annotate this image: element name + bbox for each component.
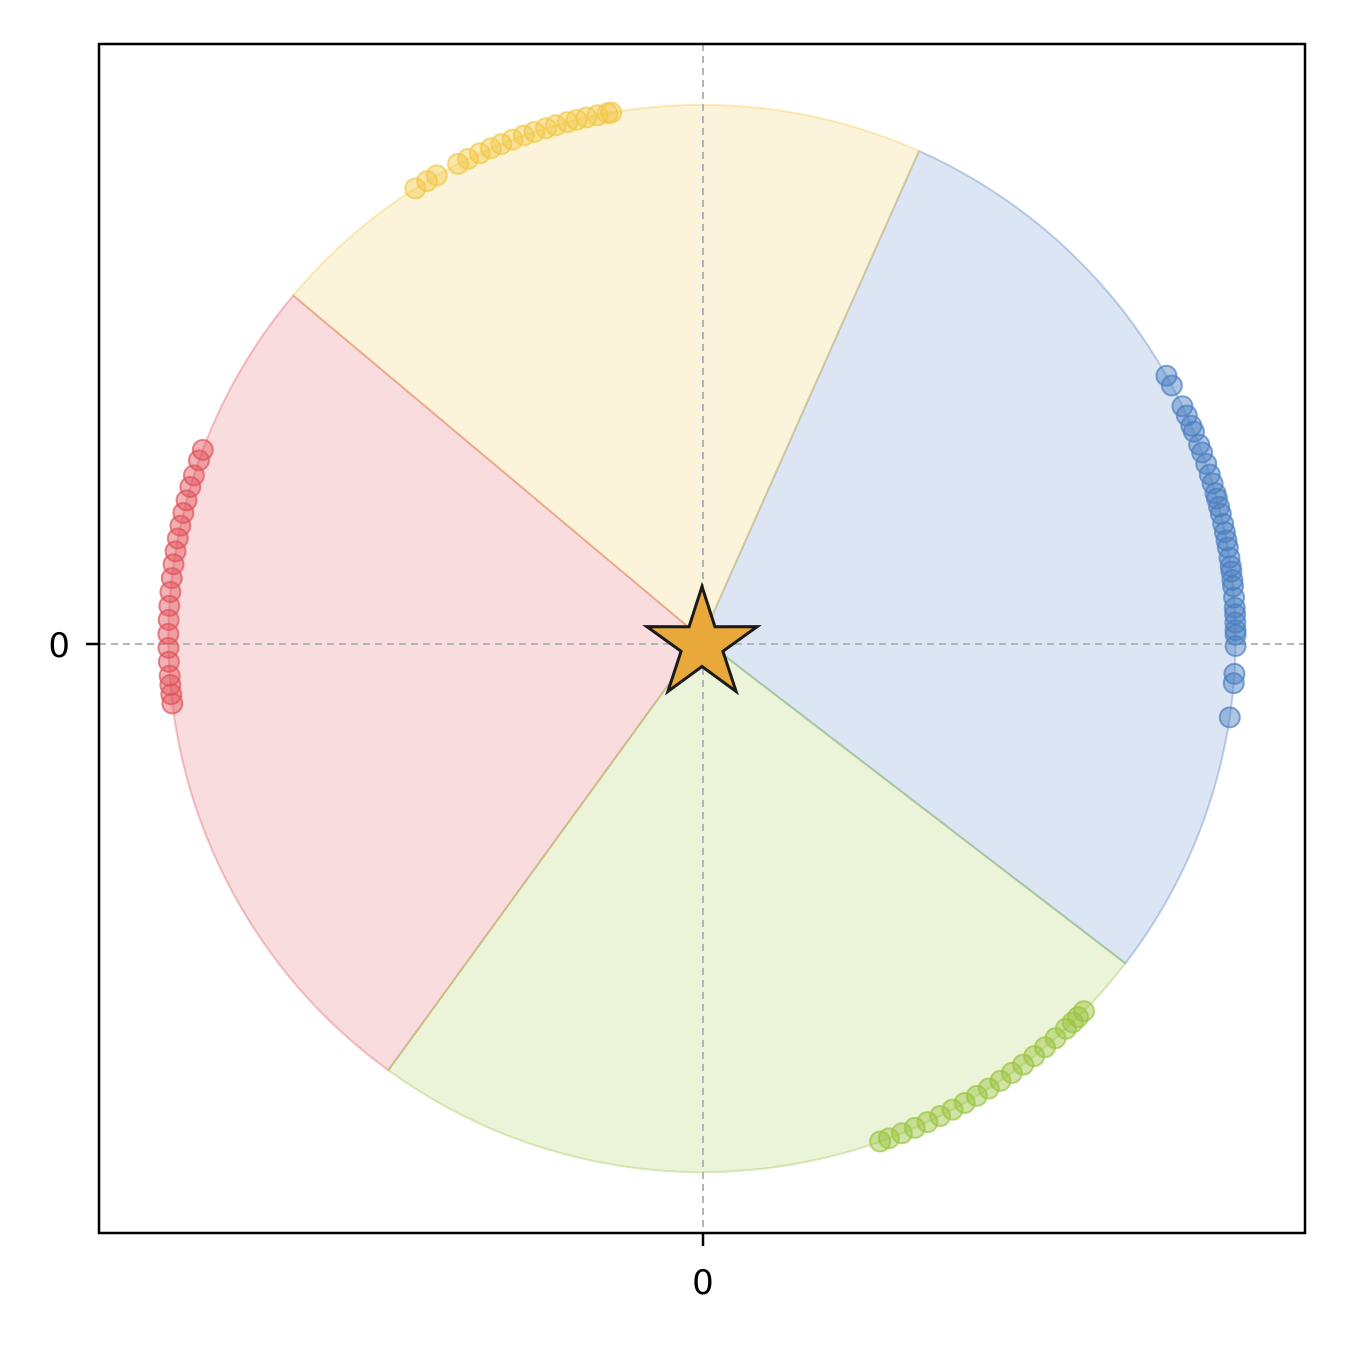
blue-point	[1222, 672, 1245, 695]
blue-point	[1191, 441, 1214, 464]
yellow-point	[425, 164, 448, 187]
blue-point	[1224, 623, 1247, 646]
yellow-point	[490, 133, 513, 156]
blue-point	[1222, 575, 1245, 598]
yellow-point	[447, 152, 470, 175]
sector-blue	[700, 149, 1237, 965]
center-marker-layer	[642, 581, 762, 696]
green-point	[890, 1122, 913, 1145]
x-tick-label: 0	[692, 1263, 714, 1303]
blue-point	[1221, 568, 1244, 591]
ticks-layer: 0 0	[48, 626, 713, 1303]
green-point	[929, 1105, 952, 1128]
green-point	[877, 1127, 900, 1150]
y-tick-label: 0	[48, 626, 70, 666]
yellow-point	[600, 101, 623, 124]
green-point	[965, 1084, 988, 1107]
sectors-layer	[167, 103, 1237, 1174]
red-point	[172, 502, 195, 525]
green-point	[953, 1091, 976, 1114]
green-point	[1072, 1000, 1095, 1023]
center-star-marker	[642, 581, 762, 696]
red-point	[179, 475, 202, 498]
red-point	[161, 692, 184, 715]
yellow-point	[457, 147, 480, 170]
sector-yellow	[291, 103, 921, 641]
green-point	[941, 1098, 964, 1121]
red-point	[175, 489, 198, 512]
green-point	[1012, 1053, 1035, 1076]
green-point	[989, 1069, 1012, 1092]
points-layer	[157, 101, 1247, 1153]
yellow-point	[468, 142, 491, 165]
blue-point	[1224, 634, 1247, 657]
blue-point	[1182, 420, 1205, 443]
blue-point	[1160, 374, 1183, 397]
green-point	[977, 1077, 1000, 1100]
green-point	[903, 1116, 926, 1139]
green-point	[1000, 1061, 1023, 1084]
blue-point	[1224, 611, 1247, 634]
yellow-point	[501, 128, 524, 151]
yellow-point	[404, 177, 427, 200]
blue-point	[1215, 529, 1238, 552]
blue-point	[1212, 512, 1235, 535]
blue-point	[1218, 706, 1241, 729]
red-point	[191, 438, 214, 461]
green-point	[916, 1111, 939, 1134]
